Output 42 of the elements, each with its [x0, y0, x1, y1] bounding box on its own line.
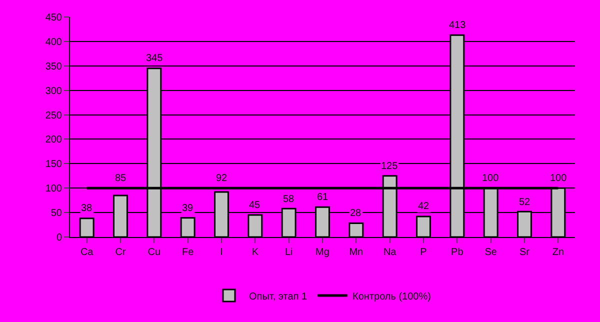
legend-label: Контроль (100%)	[352, 291, 431, 302]
x-tick-label: Fe	[182, 247, 194, 258]
data-label: 61	[317, 192, 329, 203]
y-tick-label: 100	[45, 184, 62, 195]
data-label: 92	[216, 173, 228, 184]
x-tick-label: Mn	[349, 247, 364, 258]
x-tick-label: K	[252, 247, 259, 258]
data-label: 100	[482, 173, 500, 184]
y-tick-label: 400	[45, 36, 62, 48]
y-tick-label: 0	[56, 232, 62, 244]
legend-label: Опыт, этап 1	[249, 291, 308, 302]
data-label: 85	[115, 173, 127, 184]
x-tick-label: Mg	[316, 247, 330, 258]
data-label: 413	[449, 20, 466, 31]
y-tick-label: 350	[45, 61, 62, 72]
data-label: 100	[550, 173, 568, 184]
x-tick-label: Li	[284, 247, 293, 258]
data-label: 38	[81, 203, 93, 214]
data-label: 52	[519, 197, 531, 208]
x-tick-label: I	[220, 247, 223, 258]
x-tick-label: Cu	[148, 247, 161, 258]
x-tick-label: Cr	[115, 247, 126, 258]
y-tick-label: 50	[50, 208, 62, 220]
x-tick-label: Ca	[80, 247, 94, 258]
x-tick-label: P	[420, 247, 428, 258]
x-tick-label: Na	[383, 247, 397, 258]
x-tick-label: Se	[484, 247, 498, 258]
data-label: 345	[146, 53, 164, 64]
data-label: 125	[381, 161, 398, 172]
x-tick-label: Zn	[552, 247, 564, 258]
data-label: 28	[350, 208, 362, 219]
y-tick-label: 200	[45, 134, 62, 146]
x-tick-label: Pb	[451, 247, 464, 258]
data-label: 45	[249, 200, 261, 211]
y-tick-label: 150	[45, 159, 62, 170]
y-tick-label: 300	[45, 86, 62, 97]
x-tick-label: Sr	[520, 247, 530, 258]
y-tick-label: 250	[45, 110, 62, 122]
data-label: 39	[182, 203, 194, 214]
data-label: 42	[418, 201, 430, 212]
y-tick-label: 450	[45, 12, 62, 24]
data-label: 58	[283, 194, 295, 205]
